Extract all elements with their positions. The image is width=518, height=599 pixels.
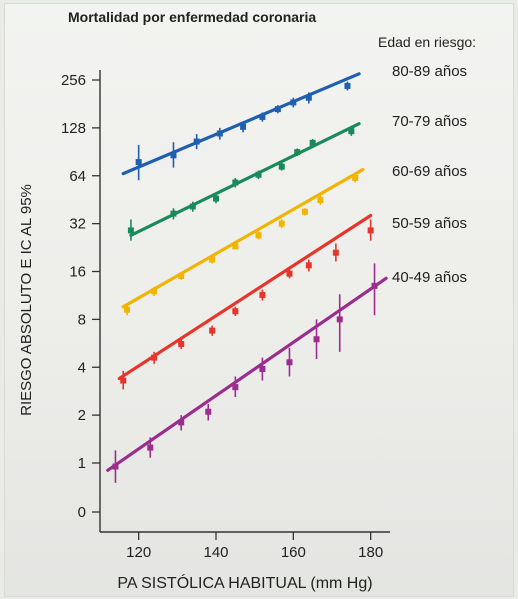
y-tick-label: 4: [78, 359, 86, 376]
data-point: [371, 282, 378, 289]
data-point: [170, 210, 177, 217]
data-point: [259, 365, 266, 372]
series-4: [106, 263, 388, 483]
legend-label: 50-59 años: [392, 215, 467, 232]
data-point: [240, 123, 247, 130]
series-group: [106, 72, 388, 483]
data-point: [205, 408, 212, 415]
data-point: [301, 208, 308, 215]
data-point: [232, 308, 239, 315]
y-tick-label: 16: [69, 264, 86, 281]
data-point: [255, 171, 262, 178]
data-point: [278, 163, 285, 170]
y-tick-label: 2: [78, 407, 86, 424]
data-point: [209, 327, 216, 334]
series-0: [121, 72, 361, 181]
data-point: [193, 138, 200, 145]
data-point: [294, 149, 301, 156]
data-point: [170, 152, 177, 159]
data-point: [120, 377, 127, 384]
data-point: [332, 249, 339, 256]
data-point: [255, 232, 262, 239]
data-point: [344, 82, 351, 89]
data-point: [147, 444, 154, 451]
x-ticks: 120 140 160 180: [126, 532, 383, 561]
data-point: [127, 227, 134, 234]
data-point: [352, 174, 359, 181]
data-point: [286, 270, 293, 277]
trend-line: [117, 213, 373, 381]
series-1: [127, 122, 361, 241]
x-tick-label: 180: [358, 544, 383, 561]
y-axis-label: RIESGO ABSOLUTO E IC AL 95%: [18, 184, 35, 416]
y-tick-label: 8: [78, 311, 86, 328]
x-tick-label: 140: [203, 544, 228, 561]
data-point: [178, 341, 185, 348]
x-tick-label: 120: [126, 544, 151, 561]
data-point: [313, 336, 320, 343]
series-3: [117, 213, 374, 390]
data-point: [348, 128, 355, 135]
legend-label: 60-69 años: [392, 163, 467, 180]
data-point: [290, 99, 297, 106]
data-point: [209, 256, 216, 263]
y-tick-label: 1: [78, 455, 86, 472]
legend-label: 70-79 años: [392, 113, 467, 130]
y-ticks: 0 1 2 4 8 16 32 64 128 256: [61, 72, 100, 521]
series-2: [121, 167, 365, 316]
data-point: [232, 179, 239, 186]
legend-title: Edad en riesgo:: [378, 34, 476, 50]
chart-title: Mortalidad por enfermedad coronaria: [68, 9, 316, 25]
legend-label: 80-89 años: [392, 63, 467, 80]
data-point: [178, 419, 185, 426]
data-point: [178, 272, 185, 279]
x-tick-label: 160: [281, 544, 306, 561]
x-axis-label: PA SISTÓLICA HABITUAL (mm Hg): [117, 573, 372, 592]
data-point: [336, 316, 343, 323]
y-tick-label: 32: [69, 216, 86, 233]
data-point: [232, 243, 239, 250]
data-point: [286, 359, 293, 366]
trend-line: [121, 72, 361, 176]
trend-line: [129, 122, 361, 237]
y-tick-label: 64: [69, 168, 86, 185]
data-point: [124, 306, 131, 313]
data-point: [213, 195, 219, 202]
y-tick-label: 128: [61, 120, 86, 137]
data-point: [317, 197, 324, 204]
data-point: [259, 113, 266, 120]
data-point: [367, 227, 374, 234]
data-point: [309, 139, 316, 146]
data-point: [305, 262, 312, 269]
data-point: [189, 203, 196, 210]
data-point: [216, 130, 223, 137]
trend-line: [121, 167, 365, 309]
figure-panel: [5, 4, 513, 596]
data-point: [232, 384, 239, 391]
data-point: [259, 291, 266, 298]
y-tick-label: 0: [78, 504, 86, 521]
y-tick-label: 256: [61, 72, 86, 89]
data-point: [305, 94, 312, 101]
data-point: [112, 463, 119, 470]
legend: 80-89 años 70-79 años 60-69 años 50-59 años…: [392, 63, 467, 286]
data-point: [151, 288, 158, 295]
legend-label: 40-49 años: [392, 269, 467, 286]
data-point: [274, 106, 281, 113]
data-point: [135, 159, 142, 166]
data-point: [151, 354, 158, 361]
data-point: [278, 220, 285, 227]
